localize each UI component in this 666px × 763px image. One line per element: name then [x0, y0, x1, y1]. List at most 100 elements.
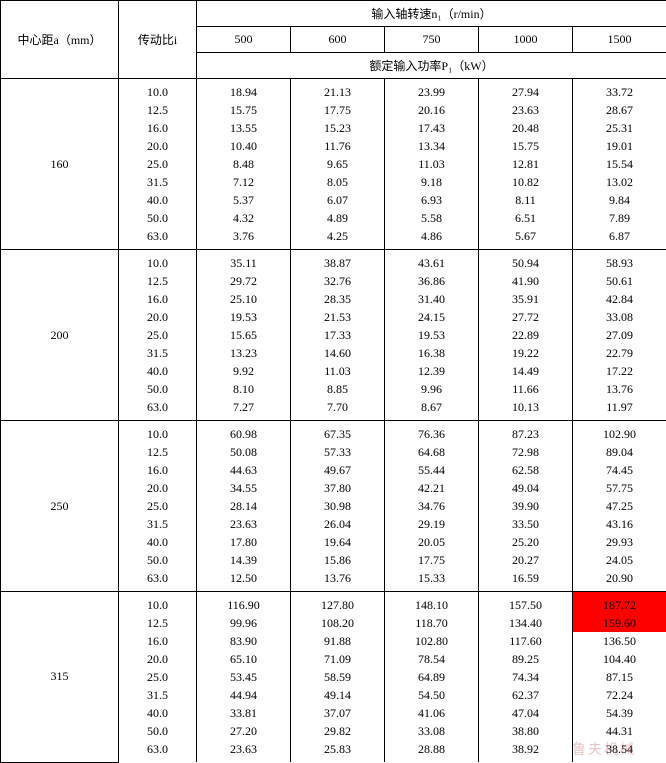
cell-ratio: 20.0	[119, 137, 197, 155]
cell-value: 8.10	[197, 380, 291, 398]
cell-value: 104.40	[573, 650, 666, 668]
cell-value: 25.10	[197, 290, 291, 308]
cell-value: 28.88	[385, 740, 479, 762]
cell-value: 47.25	[573, 497, 666, 515]
cell-value: 29.19	[385, 515, 479, 533]
header-speed-0: 500	[197, 27, 291, 53]
table-row: 16010.018.9421.1323.9927.9433.72	[1, 79, 666, 102]
cell-value: 50.61	[573, 272, 666, 290]
cell-value: 13.02	[573, 173, 666, 191]
cell-value: 22.89	[479, 326, 573, 344]
cell-value: 148.10	[385, 592, 479, 615]
header-speed-3: 1000	[479, 27, 573, 53]
cell-value: 13.34	[385, 137, 479, 155]
cell-ratio: 25.0	[119, 326, 197, 344]
cell-ratio: 12.5	[119, 443, 197, 461]
cell-value: 29.72	[197, 272, 291, 290]
cell-value: 54.39	[573, 704, 666, 722]
cell-ratio: 31.5	[119, 686, 197, 704]
cell-value: 36.86	[385, 272, 479, 290]
cell-value: 27.20	[197, 722, 291, 740]
cell-value: 41.90	[479, 272, 573, 290]
cell-value: 12.50	[197, 569, 291, 592]
cell-value: 28.35	[291, 290, 385, 308]
cell-value: 18.94	[197, 79, 291, 102]
cell-value: 20.27	[479, 551, 573, 569]
cell-value: 30.98	[291, 497, 385, 515]
cell-center-distance: 160	[1, 79, 119, 250]
cell-value: 28.67	[573, 101, 666, 119]
cell-value: 8.11	[479, 191, 573, 209]
cell-value: 27.94	[479, 79, 573, 102]
cell-value: 16.59	[479, 569, 573, 592]
cell-ratio: 16.0	[119, 632, 197, 650]
cell-value: 11.66	[479, 380, 573, 398]
cell-value: 38.54	[573, 740, 666, 762]
cell-value: 83.90	[197, 632, 291, 650]
cell-value: 6.07	[291, 191, 385, 209]
cell-value: 23.63	[197, 515, 291, 533]
cell-value: 23.63	[479, 101, 573, 119]
cell-value: 19.53	[197, 308, 291, 326]
header-rated-power: 额定输入功率P₁（kW）	[197, 53, 666, 79]
cell-value: 55.44	[385, 461, 479, 479]
cell-ratio: 31.5	[119, 515, 197, 533]
cell-value: 7.27	[197, 398, 291, 421]
cell-value: 8.05	[291, 173, 385, 191]
cell-value: 43.61	[385, 250, 479, 273]
cell-value: 64.89	[385, 668, 479, 686]
cell-value: 42.84	[573, 290, 666, 308]
cell-value: 44.31	[573, 722, 666, 740]
cell-value: 26.04	[291, 515, 385, 533]
cell-ratio: 10.0	[119, 79, 197, 102]
cell-value: 74.45	[573, 461, 666, 479]
cell-value: 9.84	[573, 191, 666, 209]
cell-value: 17.22	[573, 362, 666, 380]
cell-ratio: 10.0	[119, 421, 197, 444]
cell-value: 15.54	[573, 155, 666, 173]
cell-value: 20.16	[385, 101, 479, 119]
cell-value: 3.76	[197, 227, 291, 250]
cell-value: 32.76	[291, 272, 385, 290]
cell-value: 6.93	[385, 191, 479, 209]
cell-value: 187.72	[573, 592, 666, 615]
table-body: 16010.018.9421.1323.9927.9433.72 12.5 15.7…	[1, 79, 666, 763]
cell-value: 7.12	[197, 173, 291, 191]
cell-value: 136.50	[573, 632, 666, 650]
cell-value: 19.22	[479, 344, 573, 362]
cell-value: 102.80	[385, 632, 479, 650]
cell-value: 7.70	[291, 398, 385, 421]
header-input-speed: 输入轴转速n₁（r/min）	[197, 1, 666, 27]
cell-value: 33.81	[197, 704, 291, 722]
cell-value: 11.03	[291, 362, 385, 380]
cell-value: 14.49	[479, 362, 573, 380]
cell-ratio: 40.0	[119, 533, 197, 551]
cell-value: 87.23	[479, 421, 573, 444]
cell-value: 38.92	[479, 740, 573, 762]
cell-value: 5.37	[197, 191, 291, 209]
cell-value: 33.08	[385, 722, 479, 740]
cell-value: 13.55	[197, 119, 291, 137]
cell-value: 37.07	[291, 704, 385, 722]
cell-ratio: 40.0	[119, 704, 197, 722]
cell-ratio: 12.5	[119, 272, 197, 290]
cell-value: 33.72	[573, 79, 666, 102]
cell-value: 49.67	[291, 461, 385, 479]
cell-value: 108.20	[291, 614, 385, 632]
cell-value: 71.09	[291, 650, 385, 668]
cell-value: 134.40	[479, 614, 573, 632]
cell-value: 34.76	[385, 497, 479, 515]
cell-value: 44.63	[197, 461, 291, 479]
cell-value: 20.48	[479, 119, 573, 137]
cell-value: 9.96	[385, 380, 479, 398]
cell-value: 57.75	[573, 479, 666, 497]
cell-value: 9.18	[385, 173, 479, 191]
cell-value: 11.97	[573, 398, 666, 421]
cell-ratio: 25.0	[119, 497, 197, 515]
cell-value: 78.54	[385, 650, 479, 668]
cell-value: 15.75	[197, 101, 291, 119]
cell-value: 29.82	[291, 722, 385, 740]
header-speed-2: 750	[385, 27, 479, 53]
cell-value: 62.58	[479, 461, 573, 479]
cell-value: 34.55	[197, 479, 291, 497]
